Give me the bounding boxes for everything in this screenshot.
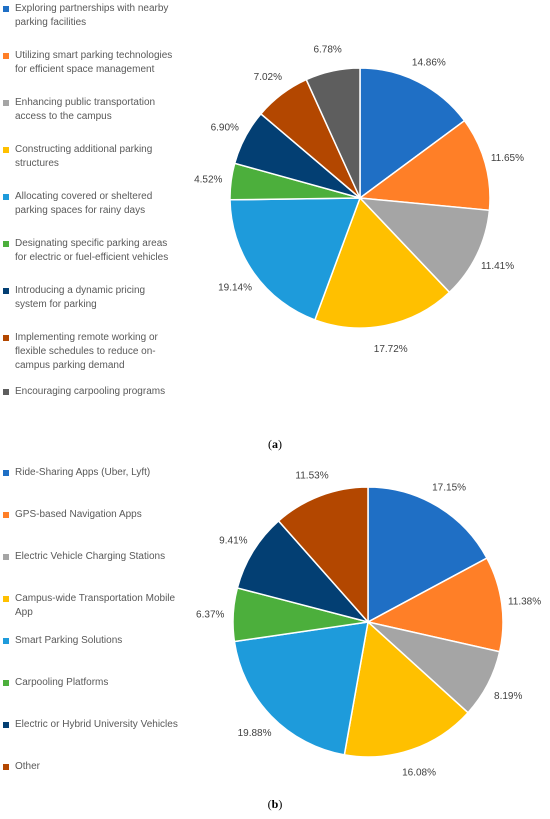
data-label: 19.88% (238, 728, 272, 739)
legend-item-carpooling-platforms: Carpooling Platforms (3, 676, 108, 690)
legend-label: Implementing remote working or flexible s… (15, 332, 158, 371)
pie-slice-allocating-covered-or-sheltered-parking- (229, 197, 362, 321)
legend-label: Allocating covered or sheltered parking s… (15, 191, 153, 216)
pie-slice-enhancing-public-transportation-access-t (358, 197, 491, 294)
legend-label: Carpooling Platforms (15, 677, 109, 688)
legend-label: Other (15, 761, 41, 772)
legend-swatch (3, 512, 9, 518)
legend-label: Smart Parking Solutions (15, 635, 123, 646)
pie-slice-electric-or-hybrid-university-vehicles (236, 519, 371, 624)
legend-item-enhancing-public-transportation-access-t: Enhancing public transportation access to… (3, 96, 155, 124)
legend-swatch (3, 241, 9, 247)
legend-label: Utilizing smart parking technologies for … (15, 50, 173, 75)
legend-swatch (3, 335, 9, 341)
legend-label: Introducing a dynamic pricing system for … (15, 285, 146, 310)
data-label: 6.37% (196, 609, 224, 620)
data-label: 11.41% (481, 261, 514, 272)
legend-item-utilizing-smart-parking-technologies-for: Utilizing smart parking technologies for … (3, 49, 172, 77)
data-label: 9.41% (219, 535, 247, 546)
pie-slice-smart-parking-solutions (233, 621, 369, 756)
data-label: 8.19% (494, 691, 522, 702)
legend-item-ride-sharing-apps-uber-lyft: Ride-Sharing Apps (Uber, Lyft) (3, 466, 150, 480)
legend-swatch (3, 53, 9, 59)
data-label: 6.90% (211, 122, 239, 133)
legend-swatch (3, 147, 9, 153)
legend-label: Campus-wide Transportation Mobile App (15, 593, 176, 618)
pie-slice-ride-sharing-apps-uber-lyft (367, 486, 488, 624)
legend-label: Constructing additional parking structure… (15, 144, 153, 169)
data-label: 14.86% (412, 57, 446, 68)
legend-swatch (3, 554, 9, 560)
legend-item-gps-based-navigation-apps: GPS-based Navigation Apps (3, 508, 142, 522)
legend-label: Enhancing public transportation access to… (15, 97, 156, 122)
legend-label: Ride-Sharing Apps (Uber, Lyft) (15, 467, 151, 478)
chart-panel-b: Ride-Sharing Apps (Uber, Lyft) GPS-based … (0, 460, 550, 800)
data-label: 16.08% (402, 768, 436, 779)
legend-item-designating-specific-parking-areas-for-e: Designating specific parking areas for el… (3, 237, 168, 265)
data-label: 11.65% (491, 153, 524, 164)
data-label: 11.38% (508, 597, 541, 608)
data-label: 7.02% (254, 72, 282, 83)
pie-slice-campus-wide-transportation-mobile-app (343, 620, 470, 758)
data-label: 17.72% (374, 344, 408, 355)
data-label: 4.52% (194, 174, 222, 185)
pie-chart-b: 17.15% 11.38% 8.19% 16.08% 19.88% 6.37% 9.41% 1… (196, 470, 541, 779)
legend-item-electric-or-hybrid-university-vehicles: Electric or Hybrid University Vehicles (3, 718, 178, 732)
legend-item-electric-vehicle-charging-stations: Electric Vehicle Charging Stations (3, 550, 165, 564)
pie-slice-exploring-partnerships-with-nearby-parki (359, 67, 466, 200)
chart-panel-a: Exploring partnerships with nearby parkin… (3, 2, 524, 399)
legend-swatch (3, 596, 9, 602)
legend-label: Electric or Hybrid University Vehicles (15, 719, 178, 730)
pie-slice-gps-based-navigation-apps (365, 557, 504, 653)
legend-swatch (3, 6, 9, 12)
legend-swatch (3, 764, 9, 770)
legend-label: GPS-based Navigation Apps (15, 509, 142, 520)
data-label: 19.14% (218, 282, 252, 293)
legend-label: Designating specific parking areas for el… (15, 238, 169, 263)
legend-swatch (3, 470, 9, 476)
legend-swatch (3, 194, 9, 200)
legend-label: Encouraging carpooling programs (15, 386, 166, 397)
legend-swatch (3, 722, 9, 728)
legend-item-other: Other (3, 760, 40, 774)
legend-item-exploring-partnerships-with-nearby-parki: Exploring partnerships with nearby parkin… (3, 2, 168, 30)
legend-item-campus-wide-transportation-mobile-app: Campus-wide Transportation Mobile App (3, 592, 175, 620)
pie-slice-encouraging-carpooling-programs (305, 67, 361, 199)
pie-slice-utilizing-smart-parking-technologies-for (357, 119, 491, 212)
caption-b: (b) (267, 797, 283, 811)
legend-label: Exploring partnerships with nearby parkin… (15, 3, 169, 28)
data-label: 6.78% (313, 44, 341, 55)
legend-item-introducing-a-dynamic-pricing-system-for: Introducing a dynamic pricing system for … (3, 284, 145, 312)
legend-swatch (3, 680, 9, 686)
legend-item-smart-parking-solutions: Smart Parking Solutions (3, 634, 122, 648)
legend-swatch (3, 389, 9, 395)
legend-item-allocating-covered-or-sheltered-parking-: Allocating covered or sheltered parking s… (3, 190, 152, 218)
legend-item-encouraging-carpooling-programs: Encouraging carpooling programs (3, 385, 165, 399)
pie-chart-a: 14.86% 11.65% 11.41% 17.72% 19.14% 4.52% 6.90%… (194, 44, 524, 355)
legend-item-constructing-additional-parking-structur: Constructing additional parking structure… (3, 143, 152, 171)
legend-swatch (3, 288, 9, 294)
legend-label: Electric Vehicle Charging Stations (15, 551, 166, 562)
legend-swatch (3, 100, 9, 106)
legend-swatch (3, 638, 9, 644)
data-label: 17.15% (432, 482, 466, 493)
caption-a: (a) (268, 437, 282, 451)
legend-item-implementing-remote-working-or-flexible-: Implementing remote working or flexible s… (3, 331, 158, 373)
data-label: 11.53% (295, 470, 328, 481)
pie-slice-other (277, 486, 369, 624)
